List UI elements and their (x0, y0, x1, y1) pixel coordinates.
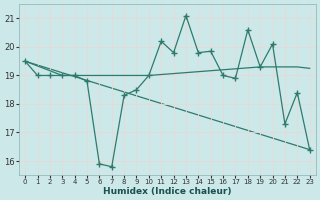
X-axis label: Humidex (Indice chaleur): Humidex (Indice chaleur) (103, 187, 232, 196)
